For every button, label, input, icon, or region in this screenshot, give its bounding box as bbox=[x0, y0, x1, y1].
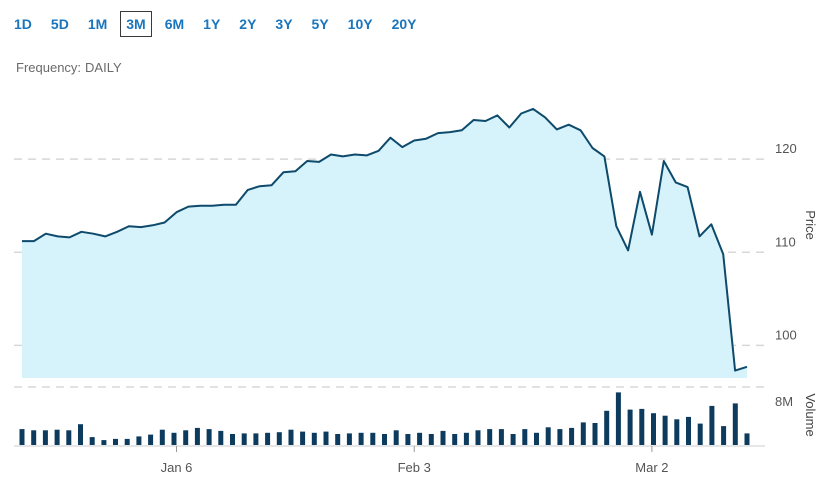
volume-bar bbox=[183, 430, 189, 445]
volume-bar bbox=[744, 433, 750, 445]
price-area-fill bbox=[22, 108, 747, 379]
volume-bar bbox=[721, 426, 727, 445]
frequency-indicator: Frequency: DAILY bbox=[16, 60, 126, 75]
volume-bar bbox=[440, 430, 446, 445]
volume-bar bbox=[311, 432, 317, 445]
range-button-6m[interactable]: 6M bbox=[164, 16, 185, 32]
volume-bar bbox=[89, 437, 95, 445]
volume-bar bbox=[662, 415, 668, 445]
volume-bar bbox=[194, 427, 200, 445]
volume-bar bbox=[686, 416, 691, 445]
volume-bar bbox=[592, 423, 598, 445]
range-button-1d[interactable]: 1D bbox=[14, 16, 32, 32]
date-tick-label: Mar 2 bbox=[635, 460, 668, 475]
volume-bar bbox=[370, 432, 376, 445]
volume-bar bbox=[300, 431, 306, 445]
price-axis: 100 110 120 8M bbox=[775, 141, 797, 409]
range-button-10y[interactable]: 10Y bbox=[347, 16, 373, 32]
volume-bar bbox=[218, 430, 224, 445]
volume-bar bbox=[498, 429, 504, 445]
range-button-1m[interactable]: 1M bbox=[87, 16, 108, 32]
volume-bar bbox=[522, 429, 528, 445]
volume-bar bbox=[358, 432, 364, 445]
date-tick-label: Jan 6 bbox=[161, 460, 193, 475]
volume-bar bbox=[452, 434, 458, 445]
price-tick-label: 120 bbox=[775, 141, 797, 156]
volume-bar bbox=[604, 410, 610, 445]
volume-bar bbox=[417, 432, 423, 445]
volume-bar bbox=[651, 413, 656, 445]
volume-bar bbox=[346, 433, 352, 445]
volume-bar bbox=[253, 433, 259, 445]
volume-bar bbox=[31, 430, 37, 445]
volume-bar bbox=[206, 429, 212, 445]
volume-bar bbox=[124, 438, 130, 445]
volume-bars bbox=[19, 392, 750, 445]
volume-bar bbox=[230, 434, 235, 445]
price-tick-label: 110 bbox=[775, 234, 796, 249]
range-button-20y[interactable]: 20Y bbox=[391, 16, 417, 32]
volume-bar bbox=[534, 432, 539, 445]
volume-bar bbox=[382, 434, 387, 445]
volume-bar bbox=[569, 427, 575, 445]
grid bbox=[14, 158, 765, 447]
volume-bar bbox=[697, 423, 703, 445]
range-button-3y[interactable]: 3Y bbox=[275, 16, 293, 32]
volume-bar bbox=[42, 430, 48, 445]
volume-bar bbox=[674, 419, 680, 445]
volume-bar bbox=[627, 409, 633, 445]
range-button-1y[interactable]: 1Y bbox=[203, 16, 221, 32]
volume-bar bbox=[113, 438, 118, 445]
range-button-5y[interactable]: 5Y bbox=[311, 16, 329, 32]
volume-bar bbox=[171, 432, 177, 445]
volume-bar bbox=[288, 429, 294, 445]
volume-bar bbox=[148, 434, 154, 445]
range-selector: 1D 5D 1M 3M 6M 1Y 2Y 3Y 5Y 10Y 20Y bbox=[8, 8, 430, 40]
volume-bar bbox=[335, 434, 341, 445]
volume-bar bbox=[78, 424, 83, 445]
volume-bar bbox=[101, 440, 107, 445]
volume-bar bbox=[639, 408, 645, 445]
volume-bar bbox=[159, 429, 165, 445]
frequency-label: Frequency: bbox=[16, 60, 82, 75]
price-axis-title: Price bbox=[803, 210, 818, 240]
volume-axis-title: Volume bbox=[803, 393, 818, 436]
volume-bar bbox=[732, 403, 738, 445]
volume-bar bbox=[557, 429, 563, 445]
range-button-3m[interactable]: 3M bbox=[120, 11, 152, 37]
volume-bar bbox=[241, 433, 247, 445]
volume-bar bbox=[580, 422, 586, 445]
date-axis: Jan 6 Feb 3 Mar 2 bbox=[161, 446, 669, 475]
frequency-value: DAILY bbox=[85, 60, 122, 75]
volume-bar bbox=[136, 436, 142, 445]
date-tick-label: Feb 3 bbox=[398, 460, 431, 475]
volume-tick-label: 8M bbox=[775, 394, 793, 409]
volume-bar bbox=[276, 432, 282, 445]
volume-bar bbox=[265, 432, 271, 445]
volume-bar bbox=[54, 429, 60, 445]
range-button-5d[interactable]: 5D bbox=[50, 16, 69, 32]
price-tick-label: 100 bbox=[775, 327, 797, 342]
volume-bar bbox=[393, 430, 399, 445]
range-button-2y[interactable]: 2Y bbox=[239, 16, 257, 32]
volume-bar bbox=[428, 434, 434, 445]
volume-bar bbox=[323, 431, 329, 445]
volume-bar bbox=[487, 429, 493, 445]
volume-bar bbox=[475, 430, 481, 445]
volume-bar bbox=[545, 427, 551, 445]
volume-bar bbox=[19, 429, 25, 445]
volume-bar bbox=[66, 430, 72, 445]
volume-bar bbox=[709, 405, 715, 445]
volume-bar bbox=[405, 434, 411, 445]
price-line bbox=[22, 107, 748, 372]
volume-bar bbox=[463, 432, 469, 445]
volume-bar bbox=[615, 392, 621, 445]
volume-bar bbox=[510, 434, 516, 445]
